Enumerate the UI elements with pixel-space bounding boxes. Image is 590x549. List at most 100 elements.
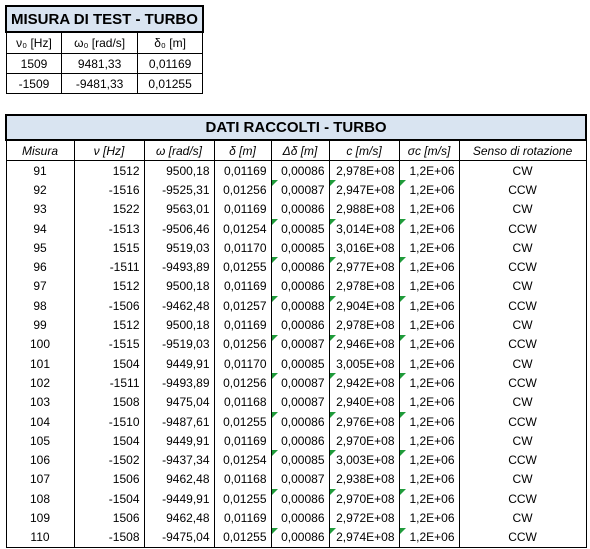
table-row: 106 -1502 -9437,34 0,01254 0,00085 3,003E+08 1… xyxy=(5,450,587,470)
cell-frequency: -1510 xyxy=(73,411,145,432)
cell-delta-error: 0,00086 xyxy=(270,489,330,509)
header-delta: δ [m] xyxy=(213,140,272,161)
table-row: 95 1515 9519,03 0,01170 0,00085 3,016E+08 1,2E… xyxy=(5,238,587,258)
cell-delta: 0,01168 xyxy=(213,392,272,412)
test-header-cell: ω₀ [rad/s] xyxy=(61,31,138,54)
cell-delta-error: 0,00085 xyxy=(270,218,330,239)
cell-misura: 104 xyxy=(5,411,75,432)
test-header-cell: ν₀ [Hz] xyxy=(5,31,63,54)
test-cell: 0,01255 xyxy=(136,73,204,94)
cell-sigma-c: 1,2E+06 xyxy=(398,334,460,354)
cell-angular-velocity: 9449,91 xyxy=(143,431,215,451)
cell-rotation-direction: CCW xyxy=(458,334,587,354)
cell-sigma-c: 1,2E+06 xyxy=(398,296,460,316)
cell-speed-of-light: 2,978E+08 xyxy=(328,315,400,335)
cell-frequency: 1506 xyxy=(73,508,145,528)
table-row: 99 1512 9500,18 0,01169 0,00086 2,978E+08 1,2E… xyxy=(5,315,587,335)
cell-delta: 0,01256 xyxy=(213,373,272,393)
cell-misura: 93 xyxy=(5,199,75,219)
cell-misura: 95 xyxy=(5,238,75,258)
cell-delta: 0,01170 xyxy=(213,353,272,374)
table-row: 104 -1510 -9487,61 0,01255 0,00086 2,976E+08 1… xyxy=(5,411,587,432)
cell-sigma-c: 1,2E+06 xyxy=(398,199,460,219)
table-row: 96 -1511 -9493,89 0,01255 0,00086 2,977E+08 1,… xyxy=(5,257,587,277)
cell-delta-error: 0,00086 xyxy=(270,527,330,548)
test-cell: -9481,33 xyxy=(61,73,138,94)
cell-delta-error: 0,00087 xyxy=(270,334,330,354)
table-row: 98 -1506 -9462,48 0,01257 0,00088 2,904E+08 1,… xyxy=(5,296,587,316)
cell-delta: 0,01168 xyxy=(213,469,272,490)
test-table-title: MISURA DI TEST - TURBO xyxy=(5,5,204,33)
cell-sigma-c: 1,2E+06 xyxy=(398,411,460,432)
cell-sigma-c: 1,2E+06 xyxy=(398,160,460,181)
cell-delta: 0,01255 xyxy=(213,489,272,509)
cell-delta-error: 0,00086 xyxy=(270,199,330,219)
cell-sigma-c: 1,2E+06 xyxy=(398,527,460,548)
table-row: 92 -1516 -9525,31 0,01256 0,00087 2,947E+08 1,… xyxy=(5,180,587,200)
cell-rotation-direction: CCW xyxy=(458,257,587,277)
cell-sigma-c: 1,2E+06 xyxy=(398,489,460,509)
cell-misura: 98 xyxy=(5,296,75,316)
cell-angular-velocity: 9449,91 xyxy=(143,353,215,374)
table-row: 107 1506 9462,48 0,01168 0,00087 2,938E+08 1,2… xyxy=(5,469,587,490)
table-row: 101 1504 9449,91 0,01170 0,00085 3,005E+08 1,2… xyxy=(5,353,587,374)
cell-angular-velocity: -9487,61 xyxy=(143,411,215,432)
test-cell: 0,01169 xyxy=(136,53,204,74)
header-speed-of-light: c [m/s] xyxy=(328,140,400,161)
cell-delta: 0,01169 xyxy=(213,276,272,297)
cell-speed-of-light: 2,940E+08 xyxy=(328,392,400,412)
cell-frequency: 1512 xyxy=(73,276,145,297)
cell-sigma-c: 1,2E+06 xyxy=(398,431,460,451)
cell-sigma-c: 1,2E+06 xyxy=(398,392,460,412)
cell-angular-velocity: -9519,03 xyxy=(143,334,215,354)
cell-rotation-direction: CW xyxy=(458,315,587,335)
cell-sigma-c: 1,2E+06 xyxy=(398,353,460,374)
cell-misura: 94 xyxy=(5,218,75,239)
cell-delta-error: 0,00086 xyxy=(270,315,330,335)
cell-rotation-direction: CW xyxy=(458,392,587,412)
cell-misura: 96 xyxy=(5,257,75,277)
cell-frequency: -1508 xyxy=(73,527,145,548)
cell-frequency: -1516 xyxy=(73,180,145,200)
cell-delta: 0,01254 xyxy=(213,450,272,470)
cell-frequency: 1506 xyxy=(73,469,145,490)
cell-rotation-direction: CCW xyxy=(458,296,587,316)
cell-frequency: 1508 xyxy=(73,392,145,412)
cell-sigma-c: 1,2E+06 xyxy=(398,508,460,528)
cell-delta-error: 0,00085 xyxy=(270,353,330,374)
cell-speed-of-light: 2,947E+08 xyxy=(328,180,400,200)
cell-rotation-direction: CCW xyxy=(458,373,587,393)
cell-angular-velocity: 9462,48 xyxy=(143,508,215,528)
cell-delta-error: 0,00086 xyxy=(270,431,330,451)
table-row: 103 1508 9475,04 0,01168 0,00087 2,940E+08 1,2… xyxy=(5,392,587,412)
cell-misura: 108 xyxy=(5,489,75,509)
cell-delta: 0,01169 xyxy=(213,431,272,451)
cell-angular-velocity: -9525,31 xyxy=(143,180,215,200)
cell-delta: 0,01169 xyxy=(213,160,272,181)
cell-delta: 0,01169 xyxy=(213,508,272,528)
cell-frequency: -1513 xyxy=(73,218,145,239)
header-rotation-direction: Senso di rotazione xyxy=(458,140,587,161)
cell-rotation-direction: CW xyxy=(458,160,587,181)
cell-delta-error: 0,00087 xyxy=(270,469,330,490)
cell-speed-of-light: 2,978E+08 xyxy=(328,276,400,297)
cell-delta: 0,01255 xyxy=(213,527,272,548)
cell-delta-error: 0,00086 xyxy=(270,276,330,297)
cell-misura: 91 xyxy=(5,160,75,181)
test-measurement-table: MISURA DI TEST - TURBO ν₀ [Hz] ω₀ [rad/s… xyxy=(5,5,204,94)
cell-angular-velocity: -9493,89 xyxy=(143,257,215,277)
table-row: 102 -1511 -9493,89 0,01256 0,00087 2,942E+08 1… xyxy=(5,373,587,393)
cell-rotation-direction: CW xyxy=(458,199,587,219)
cell-sigma-c: 1,2E+06 xyxy=(398,469,460,490)
cell-delta-error: 0,00087 xyxy=(270,373,330,393)
cell-frequency: 1504 xyxy=(73,431,145,451)
cell-frequency: -1504 xyxy=(73,489,145,509)
cell-angular-velocity: 9563,01 xyxy=(143,199,215,219)
cell-sigma-c: 1,2E+06 xyxy=(398,450,460,470)
table-row: 100 -1515 -9519,03 0,01256 0,00087 2,946E+08 1… xyxy=(5,334,587,354)
cell-speed-of-light: 3,016E+08 xyxy=(328,238,400,258)
cell-delta-error: 0,00087 xyxy=(270,392,330,412)
cell-frequency: -1511 xyxy=(73,257,145,277)
cell-speed-of-light: 3,014E+08 xyxy=(328,218,400,239)
cell-delta: 0,01254 xyxy=(213,218,272,239)
